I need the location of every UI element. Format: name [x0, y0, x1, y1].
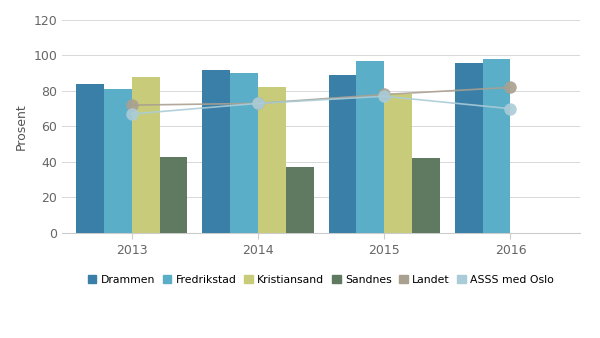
- Bar: [384, 95, 412, 233]
- Bar: [482, 59, 511, 233]
- Bar: [132, 77, 160, 233]
- Y-axis label: Prosent: Prosent: [15, 103, 28, 150]
- Bar: [76, 84, 104, 233]
- Legend: Drammen, Fredrikstad, Kristiansand, Sandnes, Landet, ASSS med Oslo: Drammen, Fredrikstad, Kristiansand, Sand…: [83, 270, 559, 289]
- Bar: [160, 156, 187, 233]
- Bar: [104, 89, 132, 233]
- Bar: [202, 70, 230, 233]
- Bar: [455, 63, 482, 233]
- Bar: [230, 73, 258, 233]
- Bar: [329, 75, 356, 233]
- Bar: [258, 88, 286, 233]
- Bar: [286, 167, 314, 233]
- Bar: [356, 61, 384, 233]
- Bar: [412, 158, 440, 233]
